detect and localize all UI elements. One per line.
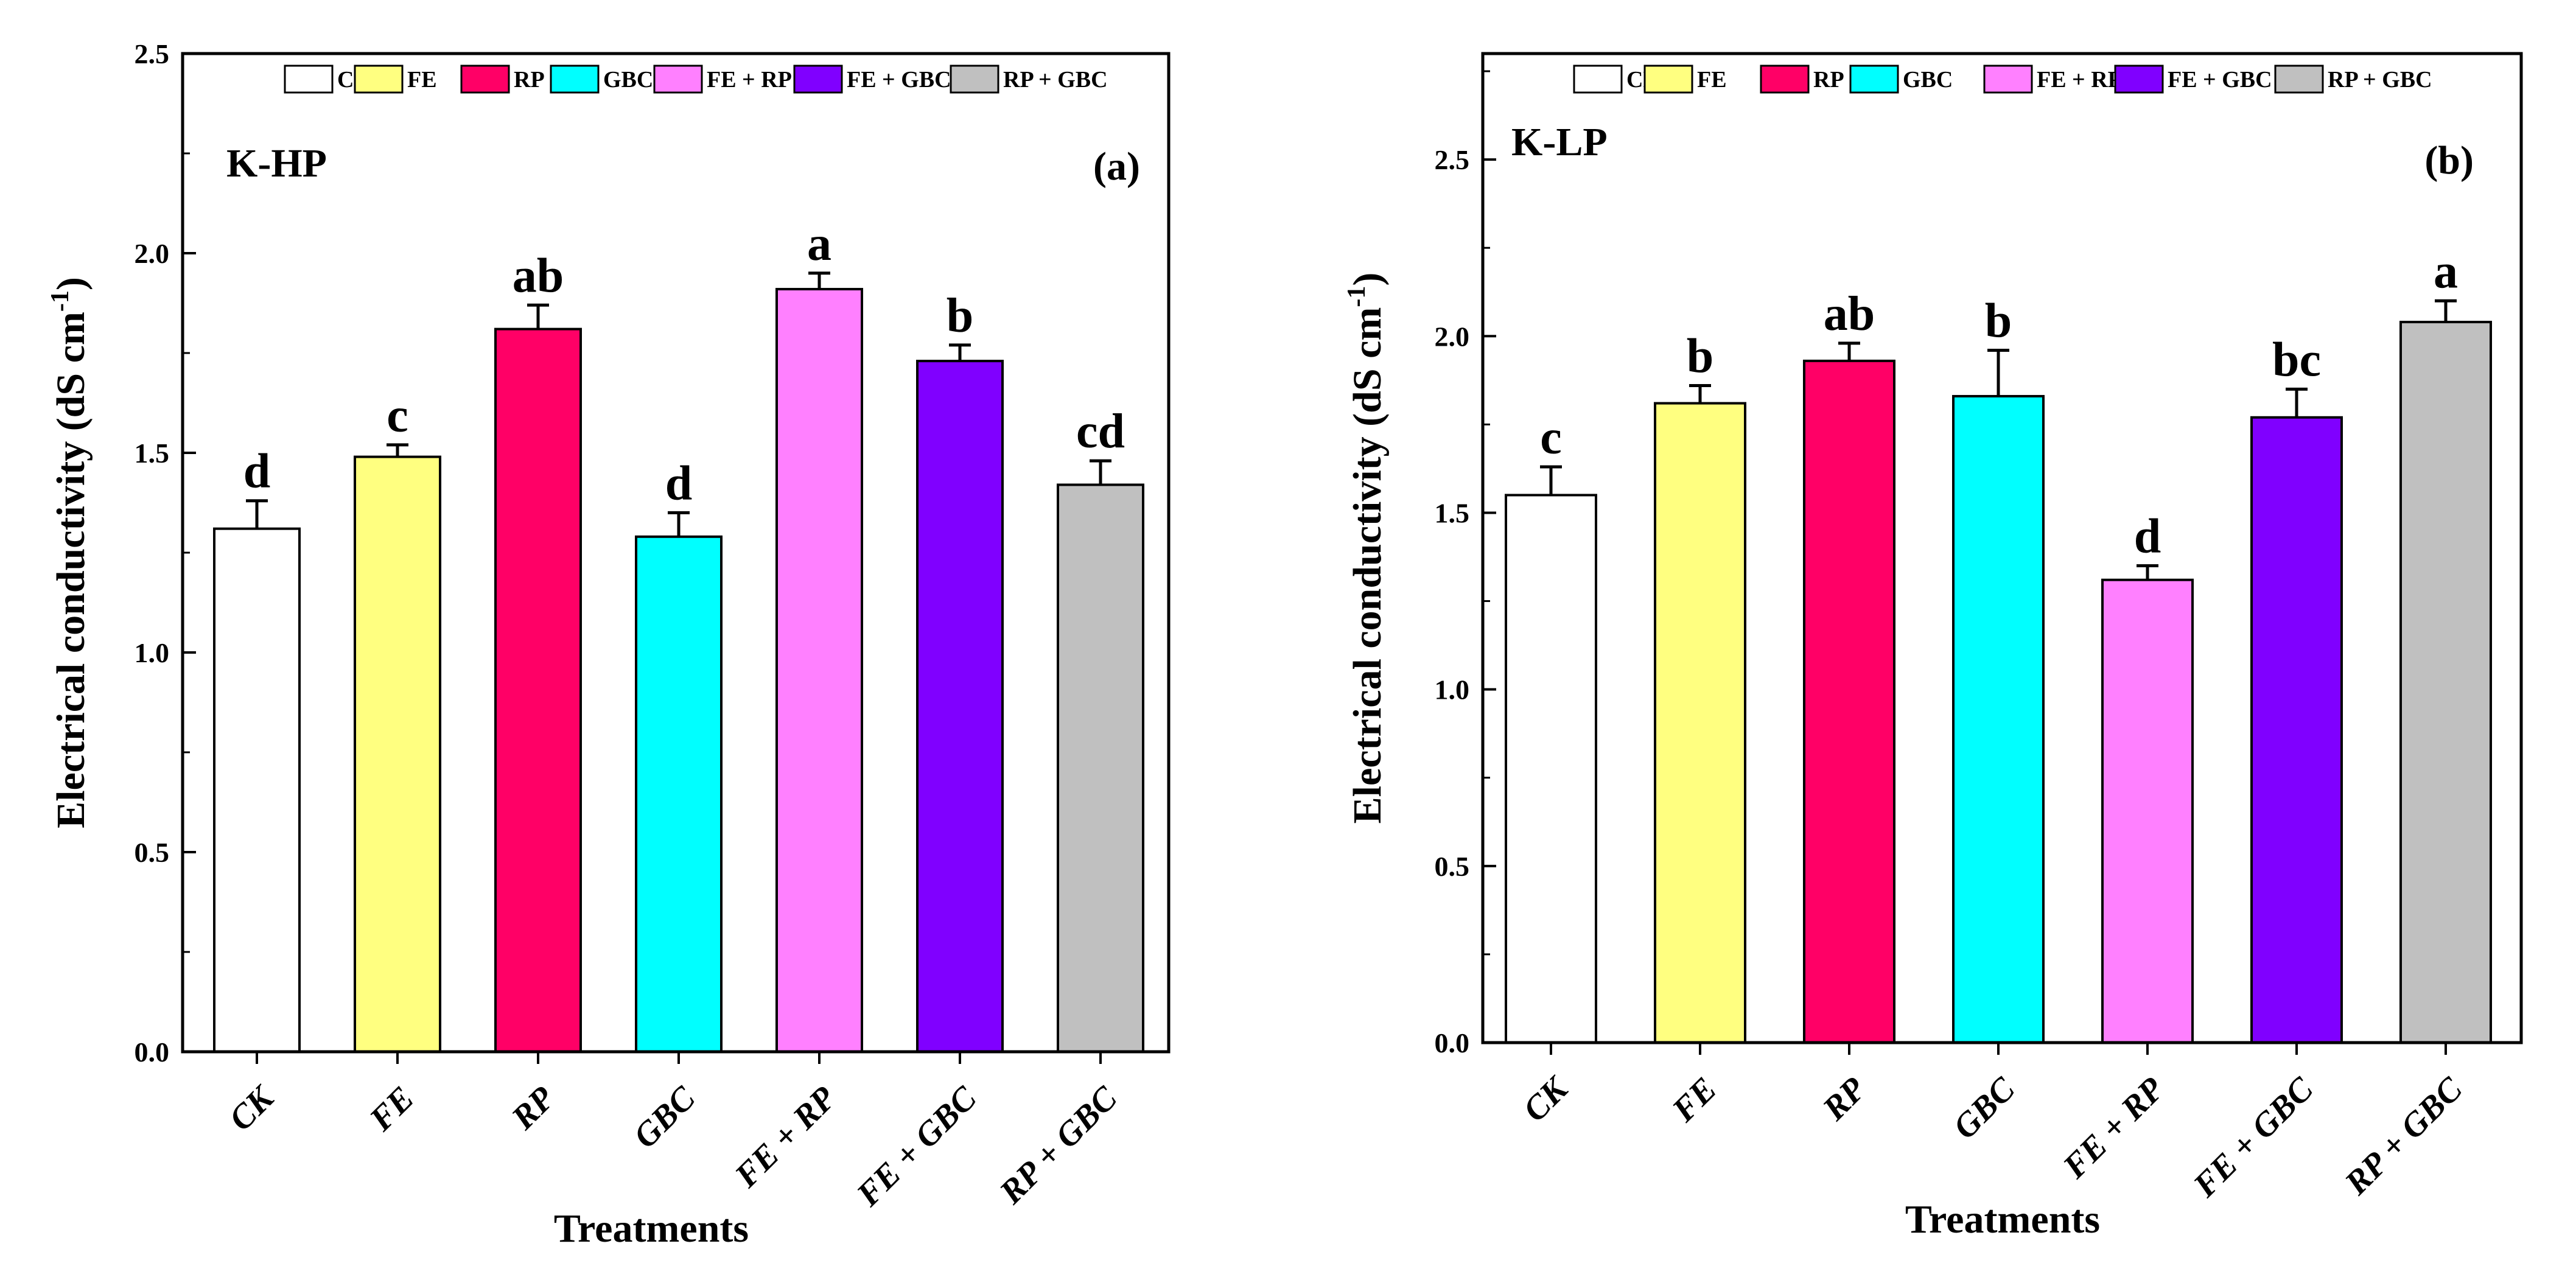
panel-b-y-tick-label-5: 2.0 <box>1435 321 1470 352</box>
panel-b-sig-label-3: ab <box>1824 287 1875 341</box>
panel-b-legend-label-4: GBC <box>1903 67 1953 93</box>
panel-a-y-tick-label-4: 1.5 <box>135 438 170 469</box>
panel-a-legend-label-3: RP <box>514 67 545 93</box>
panel-b-legend-label-2: FE <box>1697 67 1727 93</box>
panel-b-sig-label-2: b <box>1687 330 1714 383</box>
panel-b-y-tick-label-3: 1.0 <box>1435 674 1470 705</box>
panel-a-y-axis-title-sup: -1 <box>46 290 74 312</box>
panel-a-sig-label-7: cd <box>1076 405 1125 458</box>
panel-a-sig-label-1: d <box>243 445 271 498</box>
panel-a-legend-swatch-2 <box>354 65 404 94</box>
panel-b-bar-4 <box>1952 394 2045 1044</box>
panel-a-sig-label-2: c <box>387 389 408 442</box>
panel-a-y-tick-label-5: 2.0 <box>135 238 170 269</box>
panel-a-legend-swatch-7 <box>950 65 999 94</box>
panel-b-chart: c CK b FE ab RP b GBC d FE + RP bc FE + GBC a RP + GB… <box>1343 52 2523 1242</box>
panel-a-chart: d CK c FE ab RP d GBC a FE + RP b FE + GBC cd RP + GB… <box>46 38 1171 1251</box>
panel-b-legend-swatch-3 <box>1760 65 1810 94</box>
panel-a-sig-label-5: a <box>807 217 831 271</box>
panel-b-panel-label: (b) <box>2424 138 2474 183</box>
panel-b-y-tick-label-6: 2.5 <box>1435 144 1470 175</box>
panel-b-legend-swatch-2 <box>1643 65 1693 94</box>
panel-a-y-tick-label-6: 2.5 <box>135 38 170 69</box>
panel-a-legend-swatch-3 <box>460 65 510 94</box>
panel-b-legend-label-3: RP <box>1813 67 1844 93</box>
panel-b-bar-3 <box>1803 359 1895 1044</box>
panel-b-x-tick-label-3: RP <box>1815 1070 1874 1128</box>
panel-a-y-axis-title: Electrical conductivity (dS cm-1) <box>46 277 93 828</box>
panel-b-y-tick-label-2: 0.5 <box>1435 851 1470 882</box>
panel-b-x-tick-label-7: RP + GBC <box>2337 1070 2470 1203</box>
panel-a-bar-5 <box>775 288 863 1053</box>
panel-a-y-axis-title-main: Electrical conductivity (dS cm <box>49 312 93 828</box>
panel-a-legend-label-4: GBC <box>603 67 653 93</box>
panel-a-legend-swatch-6 <box>793 65 843 94</box>
panel-a-bar-4 <box>635 535 723 1053</box>
panel-a-bar-6 <box>916 360 1004 1053</box>
panel-b-bar-7 <box>2399 321 2492 1044</box>
panel-b-legend-label-6: FE + GBC <box>2168 67 2272 93</box>
panel-b-sig-label-7: a <box>2434 245 2458 298</box>
panel-b-y-axis-title-sup: -1 <box>1343 286 1371 307</box>
panel-b-legend-label-5: FE + RP <box>2037 67 2122 93</box>
panel-b-bar-2 <box>1654 402 1746 1044</box>
panel-b-legend-swatch-7 <box>2274 65 2324 94</box>
panel-a-x-tick-label-3: RP <box>504 1079 562 1138</box>
panel-a-y-tick-label-2: 0.5 <box>135 837 170 868</box>
panel-b-legend-swatch-5 <box>1983 65 2033 94</box>
panel-b-y-tick-label-1: 0.0 <box>1435 1027 1470 1058</box>
panel-a-sig-label-4: d <box>665 456 693 510</box>
panel-a-legend-label-2: FE <box>407 67 437 93</box>
panel-b-sig-label-1: c <box>1540 411 1562 464</box>
panel-b-x-tick-label-2: FE <box>1665 1070 1724 1129</box>
panel-a-y-tick-label-1: 0.0 <box>135 1037 170 1068</box>
panel-b-site-label: K-LP <box>1511 120 1608 164</box>
panel-a-sig-label-3: ab <box>513 249 564 303</box>
panel-b-sig-label-4: b <box>1985 295 2012 348</box>
panel-a-y-tick-label-3: 1.0 <box>135 637 170 668</box>
panel-a-x-tick-label-1: CK <box>222 1078 282 1138</box>
panel-a-bar-2 <box>354 455 441 1053</box>
panel-b-bar-5 <box>2101 578 2194 1044</box>
panel-b-legend-swatch-6 <box>2114 65 2164 94</box>
panel-b-y-axis-title-main: Electrical conductivity (dS cm <box>1345 307 1390 824</box>
panel-a-legend-swatch-4 <box>550 65 600 94</box>
panel-b-y-tick-label-4: 1.5 <box>1435 497 1470 528</box>
panel-b-bar-6 <box>2250 416 2343 1044</box>
panel-b-legend-swatch-1 <box>1573 65 1623 94</box>
panel-b-x-tick-label-4: GBC <box>1946 1070 2023 1147</box>
panel-a-legend-swatch-5 <box>653 65 703 94</box>
panel-b-sig-label-6: bc <box>2272 333 2321 386</box>
panel-b-x-axis-title: Treatments <box>1905 1197 2100 1242</box>
panel-a-legend-label-6: FE + GBC <box>847 67 951 93</box>
panel-b-bar-1 <box>1505 494 1597 1044</box>
panel-a-x-axis-title: Treatments <box>554 1206 749 1251</box>
panel-a-bar-7 <box>1057 483 1144 1053</box>
panel-a-x-tick-label-6: FE + GBC <box>849 1079 984 1214</box>
panel-a-x-tick-label-7: RP + GBC <box>992 1079 1125 1212</box>
panel-a-y-axis-title-close: ) <box>49 277 93 290</box>
panel-b-sig-label-5: d <box>2134 510 2161 564</box>
panel-b-legend-swatch-4 <box>1849 65 1899 94</box>
panel-a-site-label: K-HP <box>226 141 327 186</box>
panel-a-sig-label-6: b <box>947 289 974 343</box>
panel-b-y-axis-title-close: ) <box>1345 273 1390 286</box>
panel-a-legend-label-5: FE + RP <box>707 67 792 93</box>
panel-a-bar-1 <box>213 527 301 1053</box>
panel-b-x-tick-label-5: FE + RP <box>2056 1070 2172 1186</box>
panel-b-x-tick-label-1: CK <box>1516 1069 1577 1129</box>
panel-a-x-tick-label-5: FE + RP <box>727 1079 844 1195</box>
panel-b-y-axis-title: Electrical conductivity (dS cm-1) <box>1343 273 1390 824</box>
panel-a-x-tick-label-4: GBC <box>626 1079 703 1156</box>
panel-a-x-tick-label-2: FE <box>362 1079 421 1138</box>
panel-a-panel-label: (a) <box>1093 144 1140 189</box>
panel-b-plot-frame <box>1481 52 2523 1044</box>
panel-a-legend-swatch-1 <box>284 65 334 94</box>
panel-b-legend-label-7: RP + GBC <box>2328 67 2432 93</box>
panel-b-x-tick-label-6: FE + GBC <box>2186 1070 2321 1205</box>
panel-a-legend-label-7: RP + GBC <box>1003 67 1108 93</box>
panel-a-bar-3 <box>494 327 582 1053</box>
